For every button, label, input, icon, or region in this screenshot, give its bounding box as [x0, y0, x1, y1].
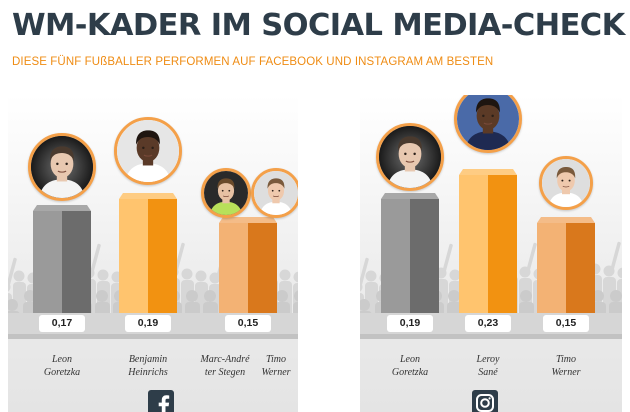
player-photo: [114, 117, 182, 185]
player-photo: [376, 123, 444, 191]
player-photo: [454, 95, 522, 153]
value-band-shadow: [360, 334, 622, 339]
bar: [33, 205, 91, 313]
chart-title: WM-KADER IM SOCIAL MEDIA-CHECK: [12, 8, 625, 43]
value-label: 0,15: [225, 315, 271, 332]
player-name: Benjamin Heinrichs: [128, 354, 168, 378]
player-name: Leroy Sané: [476, 354, 500, 378]
facebook-bar-chart: [33, 193, 277, 313]
player-photo: [28, 133, 96, 201]
facebook-icon: [148, 390, 174, 412]
instagram-icon: [472, 390, 498, 412]
player-name: Leon Goretzka: [43, 354, 81, 378]
chart-subtitle: DIESE FÜNF FUßBALLER PERFORMEN AUF FACEB…: [12, 56, 494, 68]
value-label: 0,15: [543, 315, 589, 332]
player-name: Leon Goretzka: [391, 354, 429, 378]
bar: [119, 193, 177, 313]
value-label: 0,19: [125, 315, 171, 332]
instagram-bar-chart: [381, 169, 595, 313]
value-label: 0,17: [39, 315, 85, 332]
player-name: Timo Werner: [551, 354, 581, 378]
instagram-chart-panel: 0,19 0,23 0,15 Leon Goretzka Leroy Sané …: [360, 95, 622, 412]
bar: [459, 169, 517, 313]
bar: [219, 217, 277, 313]
bar: [381, 193, 439, 313]
player-photo: [201, 168, 251, 218]
player-name: Marc-André ter Stegen: [200, 354, 250, 378]
bar: [537, 217, 595, 313]
facebook-chart-panel: 0,17 0,19 0,15 Leon Goretzka Benjamin He…: [8, 95, 298, 412]
player-photo: [251, 168, 298, 218]
value-band-shadow: [8, 334, 298, 339]
value-label: 0,19: [387, 315, 433, 332]
player-photo: [539, 156, 593, 210]
value-label: 0,23: [465, 315, 511, 332]
player-name: Timo Werner: [261, 354, 291, 378]
